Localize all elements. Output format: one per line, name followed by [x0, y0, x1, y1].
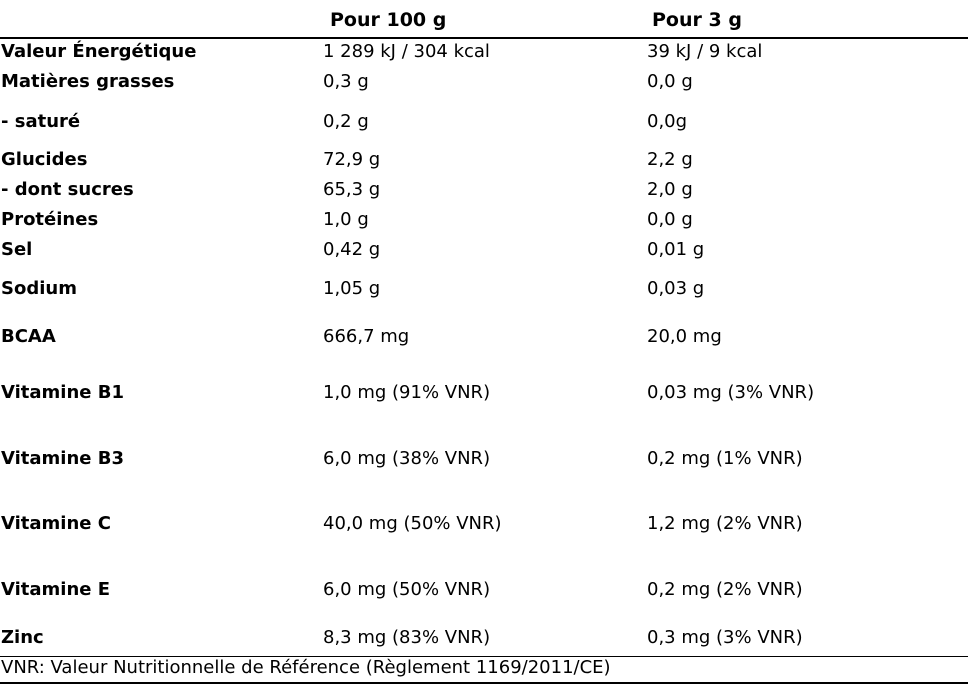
- value-per-3g: 0,3 mg (3% VNR): [647, 627, 803, 648]
- value-per-100g: 65,3 g: [323, 179, 381, 200]
- value-per-100g: 1 289 kJ / 304 kcal: [323, 41, 490, 62]
- footer-divider: [0, 656, 968, 657]
- value-per-100g: 1,05 g: [323, 278, 381, 299]
- table-row: Sel 0,42 g 0,01 g: [0, 238, 968, 262]
- table-row: Zinc 8,3 mg (83% VNR) 0,3 mg (3% VNR): [0, 626, 968, 650]
- nutrient-name: - dont sucres: [1, 179, 134, 200]
- table-row: Valeur Énergétique 1 289 kJ / 304 kcal 3…: [0, 40, 968, 64]
- nutrient-name: Sel: [1, 239, 33, 260]
- table-row: Vitamine B1 1,0 mg (91% VNR) 0,03 mg (3%…: [0, 381, 968, 405]
- table-row: Glucides 72,9 g 2,2 g: [0, 148, 968, 172]
- nutrient-name: Valeur Énergétique: [1, 41, 197, 62]
- nutrient-name: Sodium: [1, 278, 77, 299]
- table-row: Vitamine E 6,0 mg (50% VNR) 0,2 mg (2% V…: [0, 578, 968, 602]
- nutrient-name: Zinc: [1, 627, 44, 648]
- table-row: Matières grasses 0,3 g 0,0 g: [0, 70, 968, 94]
- table-row: - saturé 0,2 g 0,0g: [0, 110, 968, 134]
- value-per-100g: 666,7 mg: [323, 326, 410, 347]
- header-divider: [0, 37, 968, 39]
- nutrient-name: BCAA: [1, 326, 56, 347]
- column-header-per-100g: Pour 100 g: [330, 9, 447, 31]
- value-per-100g: 0,3 g: [323, 71, 369, 92]
- value-per-100g: 0,2 g: [323, 111, 369, 132]
- table-row: Sodium 1,05 g 0,03 g: [0, 277, 968, 301]
- value-per-3g: 0,0g: [647, 111, 688, 132]
- value-per-3g: 0,2 mg (2% VNR): [647, 579, 803, 600]
- nutrient-name: Glucides: [1, 149, 88, 170]
- nutrient-name: Matières grasses: [1, 71, 175, 92]
- table-row: Protéines 1,0 g 0,0 g: [0, 208, 968, 232]
- value-per-3g: 0,01 g: [647, 239, 705, 260]
- column-header-per-3g: Pour 3 g: [652, 9, 742, 31]
- value-per-3g: 1,2 mg (2% VNR): [647, 513, 803, 534]
- table-row: - dont sucres 65,3 g 2,0 g: [0, 178, 968, 202]
- value-per-100g: 0,42 g: [323, 239, 381, 260]
- nutrient-name: - saturé: [1, 111, 81, 132]
- value-per-100g: 6,0 mg (50% VNR): [323, 579, 491, 600]
- value-per-100g: 1,0 g: [323, 209, 369, 230]
- table-row: BCAA 666,7 mg 20,0 mg: [0, 325, 968, 349]
- value-per-3g: 2,0 g: [647, 179, 693, 200]
- value-per-3g: 39 kJ / 9 kcal: [647, 41, 763, 62]
- nutrient-name: Protéines: [1, 209, 99, 230]
- nutrient-name: Vitamine C: [1, 513, 111, 534]
- nutrient-name: Vitamine B3: [1, 448, 124, 469]
- value-per-3g: 0,03 g: [647, 278, 705, 299]
- value-per-3g: 0,0 g: [647, 71, 693, 92]
- value-per-100g: 40,0 mg (50% VNR): [323, 513, 502, 534]
- value-per-100g: 72,9 g: [323, 149, 381, 170]
- nutrient-name: Vitamine B1: [1, 382, 124, 403]
- value-per-100g: 6,0 mg (38% VNR): [323, 448, 491, 469]
- value-per-3g: 0,2 mg (1% VNR): [647, 448, 803, 469]
- value-per-3g: 0,03 mg (3% VNR): [647, 382, 815, 403]
- table-bottom-border: [0, 682, 968, 684]
- table-row: Vitamine C 40,0 mg (50% VNR) 1,2 mg (2% …: [0, 512, 968, 536]
- value-per-3g: 0,0 g: [647, 209, 693, 230]
- value-per-100g: 8,3 mg (83% VNR): [323, 627, 491, 648]
- value-per-3g: 2,2 g: [647, 149, 693, 170]
- table-row: Vitamine B3 6,0 mg (38% VNR) 0,2 mg (1% …: [0, 447, 968, 471]
- nutrient-name: Vitamine E: [1, 579, 111, 600]
- value-per-3g: 20,0 mg: [647, 326, 722, 347]
- footnote: VNR: Valeur Nutritionnelle de Référence …: [1, 657, 611, 678]
- value-per-100g: 1,0 mg (91% VNR): [323, 382, 491, 403]
